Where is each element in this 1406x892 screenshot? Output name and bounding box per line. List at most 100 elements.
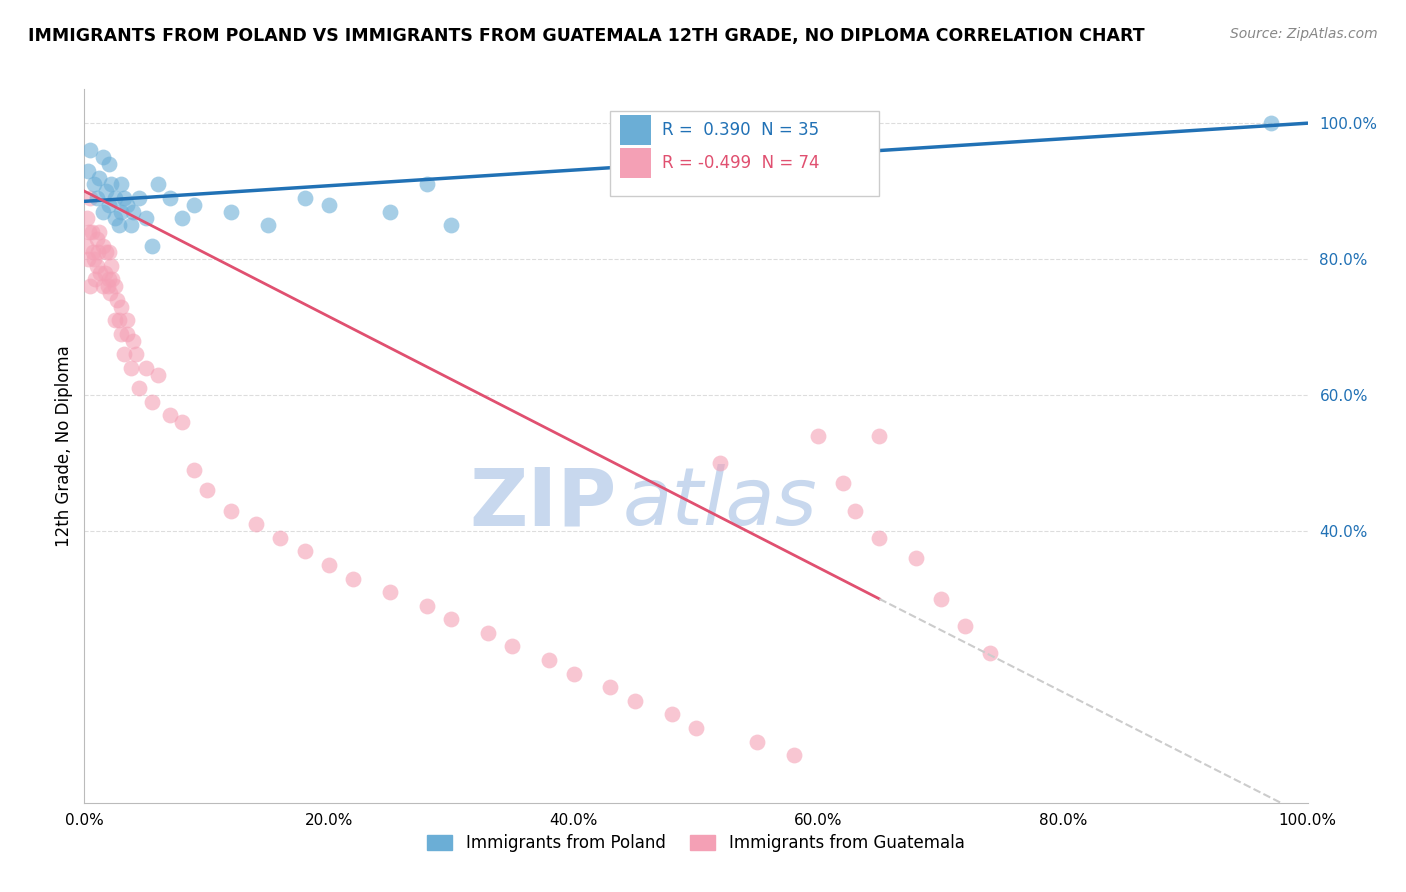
Point bbox=[86, 191, 108, 205]
Point bbox=[87, 225, 110, 239]
Point bbox=[172, 211, 194, 226]
Point bbox=[257, 218, 280, 232]
Point bbox=[380, 585, 402, 599]
Point bbox=[159, 409, 181, 423]
Point bbox=[807, 429, 830, 443]
Point bbox=[110, 178, 132, 192]
Point bbox=[87, 170, 110, 185]
Point bbox=[141, 394, 163, 409]
Point bbox=[91, 279, 114, 293]
Point bbox=[342, 572, 364, 586]
Point bbox=[245, 517, 267, 532]
Point bbox=[77, 225, 100, 239]
Point bbox=[135, 211, 157, 226]
Point bbox=[172, 415, 194, 429]
Point bbox=[783, 748, 806, 763]
Point bbox=[100, 259, 122, 273]
Point bbox=[318, 198, 340, 212]
Point bbox=[440, 612, 463, 626]
FancyBboxPatch shape bbox=[610, 111, 880, 196]
Point bbox=[502, 640, 524, 654]
Point bbox=[77, 252, 100, 266]
Point bbox=[91, 150, 114, 164]
Point bbox=[79, 144, 101, 158]
Text: R =  0.390  N = 35: R = 0.390 N = 35 bbox=[662, 121, 818, 139]
Point bbox=[135, 360, 157, 375]
Point bbox=[89, 266, 111, 280]
Point bbox=[269, 531, 291, 545]
Point bbox=[477, 626, 499, 640]
Point bbox=[97, 157, 120, 171]
Point bbox=[79, 191, 101, 205]
Point bbox=[120, 218, 142, 232]
Point bbox=[141, 238, 163, 252]
Point bbox=[128, 381, 150, 395]
Point bbox=[294, 191, 316, 205]
Point bbox=[747, 734, 769, 748]
Point bbox=[97, 272, 120, 286]
Point bbox=[979, 646, 1001, 660]
Point bbox=[115, 326, 138, 341]
Point bbox=[87, 245, 110, 260]
Text: Source: ZipAtlas.com: Source: ZipAtlas.com bbox=[1230, 27, 1378, 41]
Point bbox=[146, 178, 169, 192]
Point bbox=[112, 347, 135, 361]
Point bbox=[318, 558, 340, 572]
Y-axis label: 12th Grade, No Diploma: 12th Grade, No Diploma bbox=[55, 345, 73, 547]
Point bbox=[105, 293, 128, 307]
Legend: Immigrants from Poland, Immigrants from Guatemala: Immigrants from Poland, Immigrants from … bbox=[420, 828, 972, 859]
Text: atlas: atlas bbox=[623, 464, 817, 542]
Point bbox=[96, 245, 118, 260]
Point bbox=[107, 218, 129, 232]
Point bbox=[91, 238, 114, 252]
Point bbox=[416, 599, 439, 613]
Point bbox=[294, 544, 316, 558]
Point bbox=[599, 680, 621, 694]
Point bbox=[104, 191, 127, 205]
Point bbox=[122, 204, 145, 219]
Text: R = -0.499  N = 74: R = -0.499 N = 74 bbox=[662, 154, 820, 172]
Point bbox=[440, 218, 463, 232]
Point bbox=[115, 313, 138, 327]
Point bbox=[416, 178, 439, 192]
Point bbox=[115, 198, 138, 212]
Point bbox=[183, 463, 205, 477]
Point bbox=[709, 456, 731, 470]
Point bbox=[80, 225, 103, 239]
Point bbox=[100, 178, 122, 192]
Point bbox=[112, 191, 135, 205]
Point bbox=[1260, 116, 1282, 130]
Point bbox=[83, 178, 105, 192]
Point bbox=[97, 245, 120, 260]
Point bbox=[104, 211, 127, 226]
Point bbox=[86, 232, 108, 246]
Point bbox=[219, 503, 242, 517]
Point bbox=[110, 326, 132, 341]
Point bbox=[91, 204, 114, 219]
Bar bbox=[620, 148, 651, 178]
Point bbox=[661, 707, 683, 722]
Point bbox=[98, 286, 121, 301]
Point bbox=[76, 211, 98, 226]
Point bbox=[77, 163, 100, 178]
Point bbox=[538, 653, 561, 667]
Point bbox=[97, 198, 120, 212]
Point bbox=[905, 551, 928, 566]
Point bbox=[82, 245, 104, 260]
Point bbox=[86, 259, 108, 273]
Point bbox=[110, 204, 132, 219]
Point bbox=[84, 272, 107, 286]
Point bbox=[380, 204, 402, 219]
Point bbox=[195, 483, 218, 498]
Point bbox=[94, 266, 117, 280]
Point bbox=[929, 591, 952, 606]
Point bbox=[562, 666, 585, 681]
Point bbox=[685, 721, 707, 735]
Point bbox=[83, 252, 105, 266]
Text: ZIP: ZIP bbox=[470, 464, 616, 542]
Point bbox=[183, 198, 205, 212]
Point bbox=[79, 279, 101, 293]
Point bbox=[219, 204, 242, 219]
Point bbox=[953, 619, 976, 633]
Point bbox=[869, 429, 891, 443]
